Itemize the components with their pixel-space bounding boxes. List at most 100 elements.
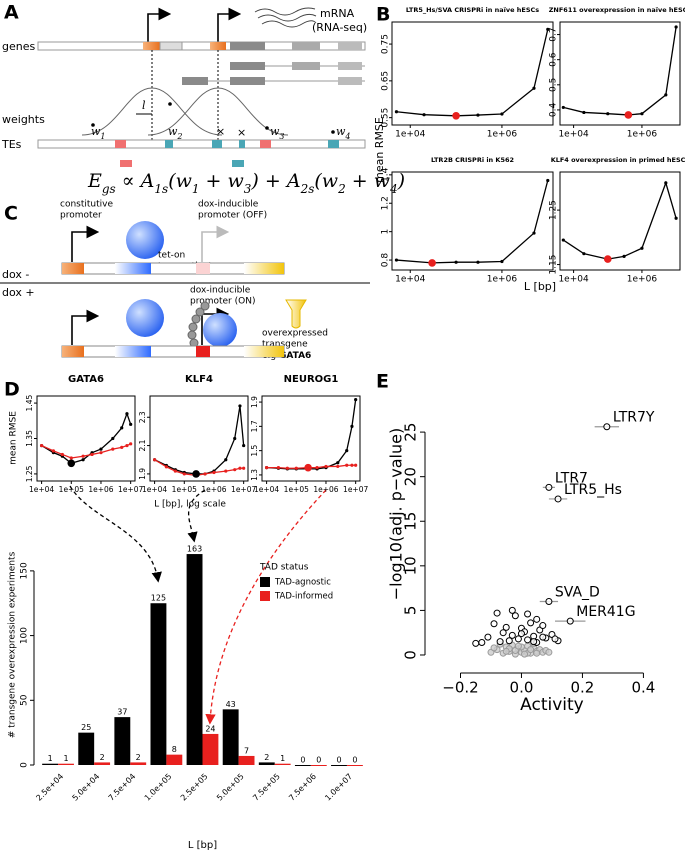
point [173, 469, 177, 473]
point [422, 113, 426, 117]
point [530, 638, 538, 646]
point [546, 27, 550, 31]
point [545, 483, 553, 491]
point [454, 260, 458, 264]
y-tick-label: 15 [402, 512, 420, 531]
y-tick-label: 150 [20, 562, 30, 579]
point [81, 458, 85, 462]
legend-swatch [260, 577, 270, 587]
panel-label: E [376, 371, 389, 393]
bar [202, 733, 219, 765]
y-tick-label: 1 [381, 229, 391, 235]
point [203, 472, 207, 476]
point [60, 452, 64, 457]
bar [114, 717, 131, 765]
bar-value-label: 43 [226, 700, 236, 709]
point [508, 606, 516, 614]
x-tick-label: −0.2 [442, 679, 478, 697]
y-axis-label: −log10(adj. p−value) [387, 428, 406, 600]
link-arrow [187, 489, 206, 543]
y-tick-label: 2.1 [138, 439, 147, 451]
point [164, 465, 169, 469]
row-label: TEs [1, 138, 22, 151]
point [524, 636, 532, 644]
point [354, 398, 358, 402]
y-tick-label: 5 [402, 606, 420, 616]
x-tick-label: 1e+04 [142, 485, 167, 494]
bar [150, 603, 167, 765]
point [514, 635, 522, 643]
panel-label: A [4, 2, 19, 24]
point [264, 466, 269, 470]
x-tick-label: 7.5e+06 [287, 772, 318, 803]
construct-label: constitutive [60, 200, 113, 210]
point [242, 443, 246, 448]
panel-label: C [4, 203, 18, 225]
construct-part [115, 346, 151, 357]
x-tick-label: 1e+04 [558, 275, 589, 285]
exon [210, 42, 226, 50]
point [502, 647, 510, 655]
x-tick-label: 1e+07 [231, 485, 256, 494]
te-dot [168, 102, 172, 106]
optimum-point [67, 459, 76, 468]
x-tick-label: 1e+06 [627, 275, 658, 285]
plot-frame [391, 171, 554, 271]
bar-value-label: 125 [151, 594, 166, 603]
te-dot [91, 123, 95, 127]
point [324, 464, 328, 469]
mrna-squiggle [254, 7, 317, 28]
point [640, 112, 644, 116]
point [551, 635, 559, 643]
point [524, 610, 532, 618]
construct-label: dox-inducible [190, 286, 251, 296]
point [561, 238, 565, 242]
construct-part [196, 346, 210, 357]
point [490, 644, 498, 652]
point [336, 464, 340, 469]
x-tick-label: 1.0e+07 [323, 772, 354, 803]
link-arrow [69, 485, 162, 583]
formula-part: + w [346, 170, 390, 192]
x-tick-label: 5.0e+04 [71, 772, 102, 803]
point [622, 254, 626, 258]
point [532, 231, 536, 235]
plot-frame [149, 395, 249, 482]
bar-value-label: 2 [264, 753, 269, 762]
point [99, 447, 103, 451]
gene-track [37, 41, 366, 51]
point [476, 260, 480, 264]
point [354, 463, 358, 467]
point [500, 259, 504, 264]
chart-title: LTR5_Hs/SVA CRISPRi in naïve hESCs [406, 6, 539, 14]
axis-label: mean RMSE [373, 117, 386, 183]
formula-part: ) + [250, 170, 286, 192]
chart-title: KLF4 overexpression in primed hESCs [551, 156, 685, 164]
formula-sub: gs [102, 182, 116, 196]
series-line [396, 29, 549, 117]
x-tick-label: 1e+04 [558, 130, 589, 140]
weight-label: w1 [91, 125, 106, 141]
point-label: LTR7 [555, 470, 588, 486]
point [545, 648, 553, 656]
point [81, 454, 85, 458]
y-tick-label: 1.7 [250, 420, 259, 432]
y-tick-label: 1.4 [381, 167, 391, 182]
point [125, 443, 129, 448]
y-tick-label: 25 [402, 423, 420, 442]
y-tick-label: 20 [402, 467, 420, 486]
x-axis-label: Activity [520, 695, 584, 715]
bar [310, 765, 327, 766]
transactivator [126, 299, 164, 337]
exon [159, 41, 183, 51]
point [582, 252, 586, 256]
bar-value-label: 0 [316, 756, 321, 765]
point [111, 447, 115, 451]
point [517, 630, 525, 638]
bar [274, 763, 291, 765]
construct-part [62, 263, 84, 274]
construct-label: promoter [60, 211, 102, 221]
construct-label: promoter (OFF) [198, 211, 267, 221]
construct-part [244, 346, 284, 357]
